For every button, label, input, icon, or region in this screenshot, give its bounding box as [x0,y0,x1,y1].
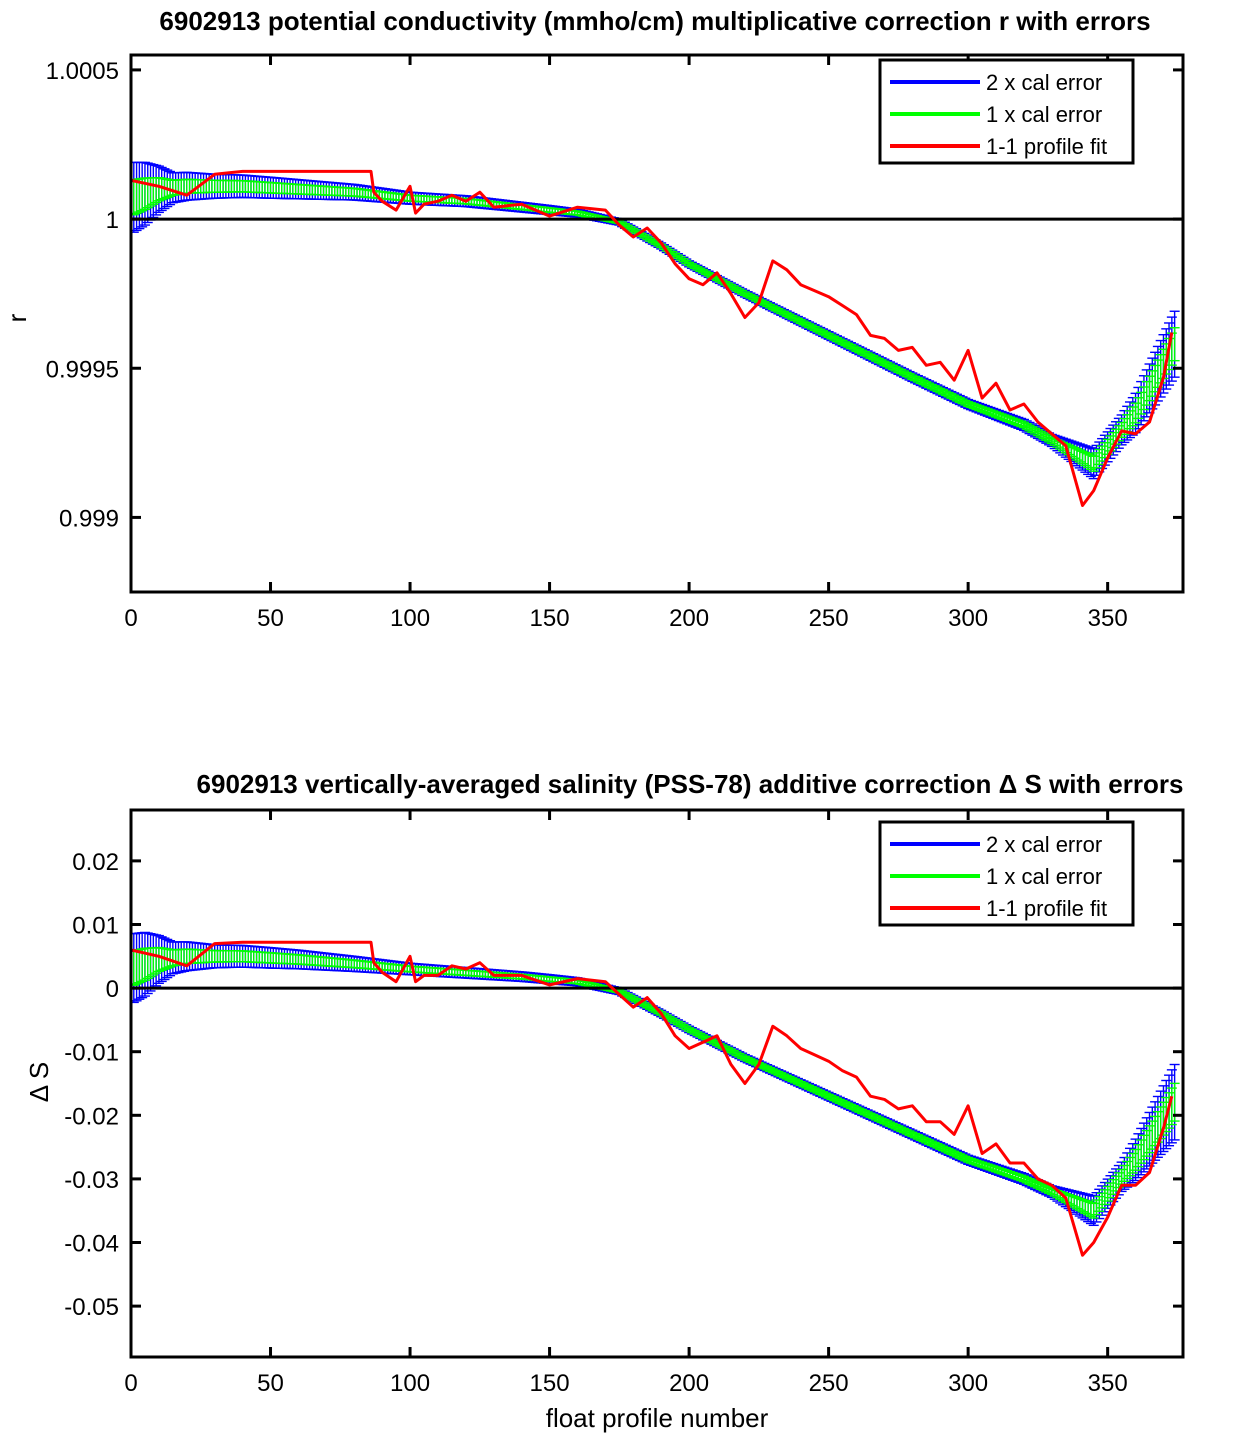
legend-label: 1 x cal error [986,102,1102,127]
data-layer [131,931,1183,1257]
x-axis-label: float profile number [546,1403,769,1433]
y-tick-label: -0.03 [64,1167,119,1194]
y-tick-label: -0.02 [64,1103,119,1130]
y-tick-label: 1.0005 [46,58,119,85]
data-layer [131,161,1183,507]
legend: 2 x cal error 1 x cal error 1-1 profile fi… [878,58,1135,165]
x-tick-label: 200 [669,605,709,632]
y-tick-label: -0.05 [64,1294,119,1321]
y-tick-label: 0.999 [59,505,119,532]
y-tick-label: 1 [106,207,119,234]
x-tick-label: 0 [124,1370,137,1397]
x-tick-label: 250 [809,1370,849,1397]
x-tick-label: 350 [1088,605,1128,632]
x-tick-label: 150 [530,605,570,632]
x-tick-label: 200 [669,1370,709,1397]
legend-label: 2 x cal error [986,832,1102,857]
legend-label: 1 x cal error [986,864,1102,889]
y-tick-label: 0 [106,976,119,1003]
series-errorbars-1x [131,176,1180,472]
x-tick-label: 50 [257,605,284,632]
y-tick-label: 0.02 [72,849,119,876]
y-tick-label: -0.01 [64,1040,119,1067]
series-line-profile-fit [131,169,1174,507]
axes-box [129,808,1185,1359]
y-axis-label: Δ S [24,1062,54,1103]
legend-label: 1-1 profile fit [986,896,1107,921]
chart-title: 6902913 vertically-averaged salinity (PS… [197,769,1184,799]
x-tick-label: 100 [390,605,430,632]
legend: 2 x cal error 1 x cal error 1-1 profile fi… [878,820,1135,927]
x-tick-label: 350 [1088,1370,1128,1397]
x-tick-label: 150 [530,1370,570,1397]
y-tick-label: 0.9995 [46,356,119,383]
y-axis-label: r [2,313,32,322]
axes-box [129,53,1185,594]
x-tick-label: 250 [809,605,849,632]
y-tick-label: 0.01 [72,912,119,939]
chart-conductivity-correction: 6902913 potential conductivity (mmho/cm)… [2,6,1185,632]
x-tick-label: 100 [390,1370,430,1397]
chart-title: 6902913 potential conductivity (mmho/cm)… [159,6,1150,36]
x-tick-label: 50 [257,1370,284,1397]
legend-label: 2 x cal error [986,70,1102,95]
legend-label: 1-1 profile fit [986,134,1107,159]
x-tick-label: 300 [948,1370,988,1397]
x-tick-label: 0 [124,605,137,632]
chart-salinity-correction: 6902913 vertically-averaged salinity (PS… [24,769,1185,1433]
series-line-profile-fit [131,940,1174,1257]
x-tick-label: 300 [948,605,988,632]
y-tick-label: -0.04 [64,1231,119,1258]
